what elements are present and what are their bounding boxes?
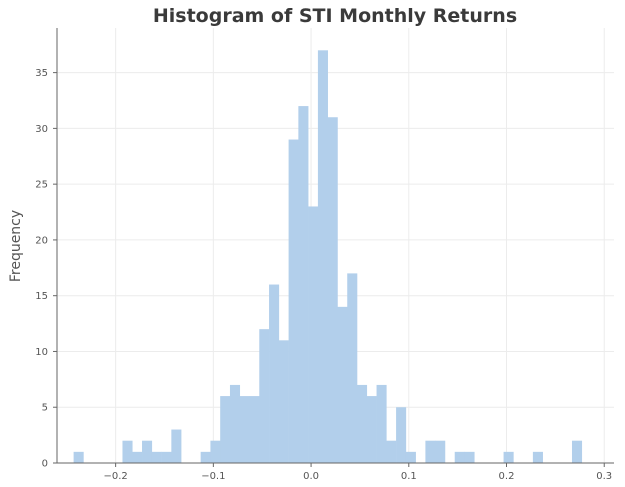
histogram-bar xyxy=(425,440,436,463)
histogram-bar xyxy=(210,440,221,463)
y-tick-label: 20 xyxy=(35,235,48,246)
y-tick-label: 15 xyxy=(35,291,48,302)
histogram-bar xyxy=(317,50,328,464)
histogram-bar xyxy=(132,451,143,463)
histogram-bar xyxy=(571,440,583,463)
histogram-bar xyxy=(73,451,84,463)
y-tick-label: 5 xyxy=(42,403,48,414)
histogram-bar xyxy=(454,451,465,463)
histogram-bar xyxy=(239,396,250,463)
x-tick-label: 0.1 xyxy=(401,471,417,482)
histogram-bar xyxy=(396,407,407,463)
histogram-bar xyxy=(220,396,231,463)
y-tick-label: 0 xyxy=(42,459,48,470)
chart-title: Histogram of STI Monthly Returns xyxy=(153,5,517,27)
x-tick-label: 0.0 xyxy=(303,471,319,482)
y-tick-label: 35 xyxy=(35,68,48,79)
histogram-bar xyxy=(259,329,270,463)
histogram-bar xyxy=(151,451,162,463)
x-tick-label: 0.3 xyxy=(596,471,612,482)
histogram-bar xyxy=(327,117,338,463)
histogram-bar xyxy=(435,440,446,463)
histogram-bar xyxy=(503,451,514,463)
histogram-bar xyxy=(356,384,368,463)
tick-labels: −0.2 −0.1 0.0 0.1 0.2 0.3 0 5 10 15 20 25 30 35 xyxy=(35,68,612,482)
histogram-bar xyxy=(366,396,377,463)
histogram-bar xyxy=(532,451,543,463)
histogram-bar xyxy=(464,451,475,463)
histogram-bar xyxy=(376,384,387,463)
y-tick-label: 25 xyxy=(35,180,48,191)
histogram-bar xyxy=(269,284,280,463)
histogram-bar xyxy=(122,440,133,463)
histogram-bar xyxy=(278,340,289,463)
x-tick-label: 0.2 xyxy=(499,471,515,482)
histogram-bar xyxy=(386,440,397,463)
histogram-bar xyxy=(200,451,211,463)
histogram-bar xyxy=(161,451,172,463)
histogram-bar xyxy=(288,139,299,464)
histogram-bar xyxy=(308,206,319,463)
histogram-bar xyxy=(347,273,358,463)
histogram-bar xyxy=(337,306,348,463)
histogram-bar xyxy=(171,429,182,463)
histogram-bar xyxy=(142,440,153,463)
histogram-bar xyxy=(405,451,416,463)
axes xyxy=(53,28,614,467)
histogram-bar xyxy=(229,384,241,463)
y-tick-label: 10 xyxy=(35,347,48,358)
histogram-bar xyxy=(298,106,309,464)
x-tick-label: −0.1 xyxy=(201,471,225,482)
y-tick-label: 30 xyxy=(35,124,48,135)
histogram-bars xyxy=(73,50,583,464)
x-tick-label: −0.2 xyxy=(103,471,127,482)
histogram-bar xyxy=(249,396,260,463)
y-axis-label: Frequency xyxy=(8,210,24,282)
